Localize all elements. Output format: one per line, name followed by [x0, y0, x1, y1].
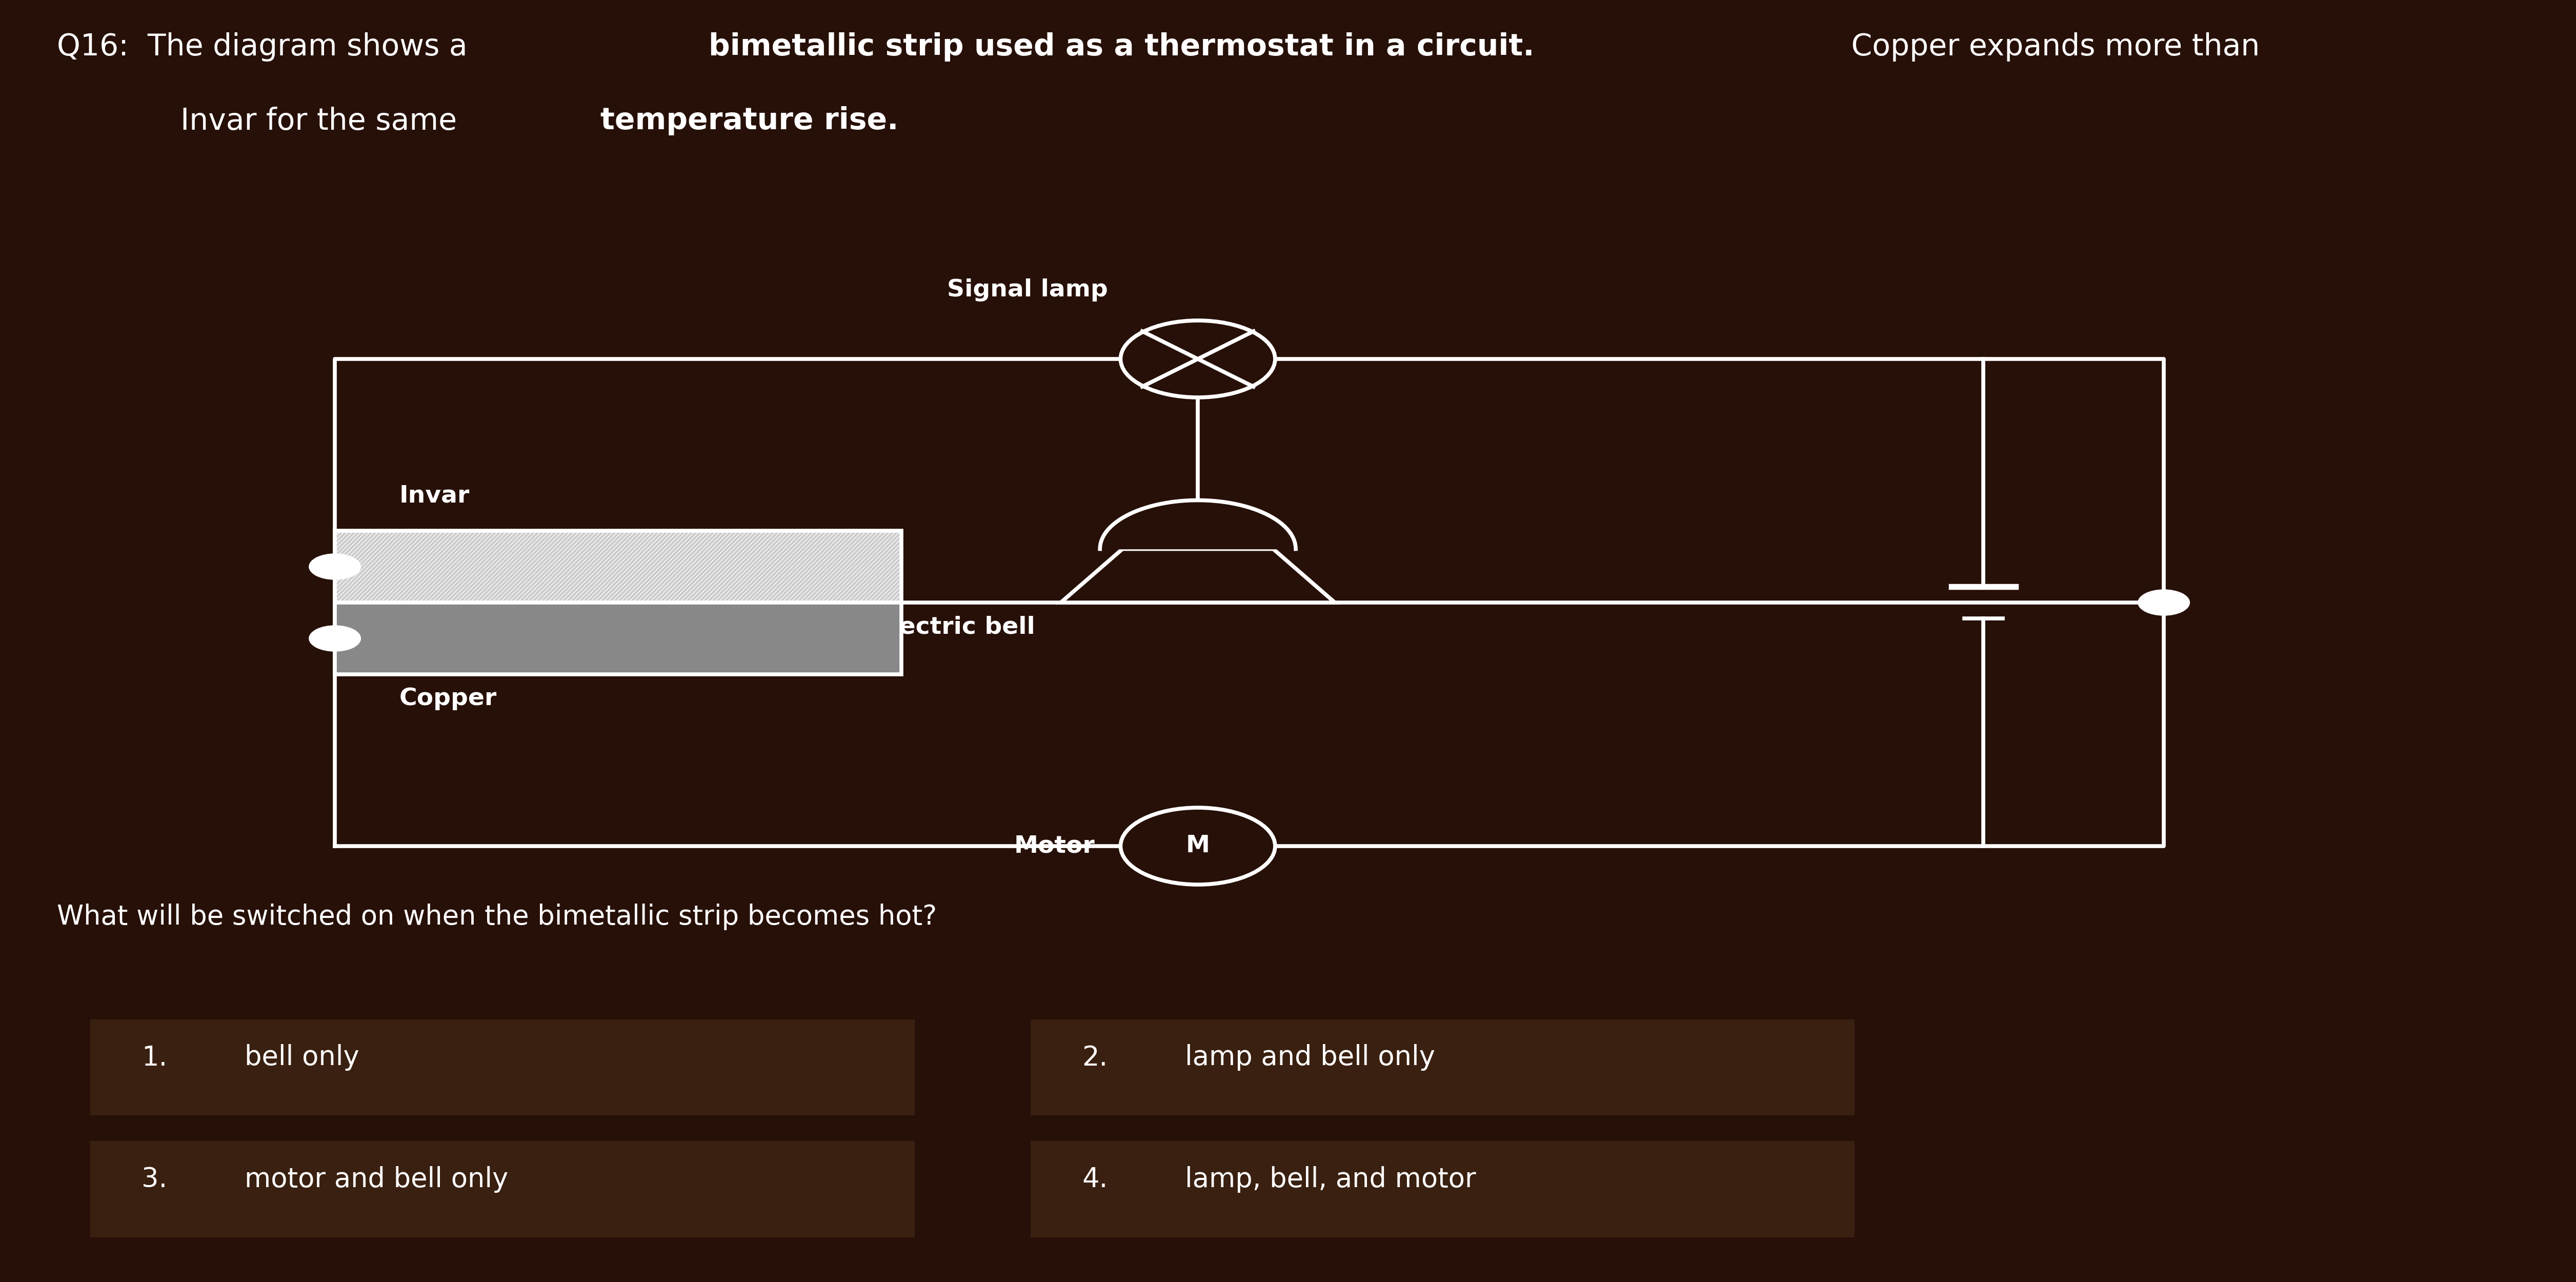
Text: lamp and bell only: lamp and bell only [1185, 1045, 1435, 1070]
Circle shape [309, 626, 361, 651]
Text: lamp, bell, and motor: lamp, bell, and motor [1185, 1167, 1476, 1192]
Text: 3.: 3. [142, 1167, 167, 1192]
Circle shape [2138, 590, 2190, 615]
Text: Copper: Copper [399, 687, 497, 710]
Bar [1030, 1141, 1855, 1237]
Circle shape [309, 554, 361, 579]
Bar [90, 1019, 914, 1115]
Circle shape [1121, 320, 1275, 397]
Text: Q16:  The diagram shows a: Q16: The diagram shows a [57, 32, 477, 62]
Text: Signal lamp: Signal lamp [948, 278, 1108, 301]
Text: bell only: bell only [245, 1045, 361, 1070]
Text: 1.: 1. [142, 1045, 167, 1070]
Circle shape [1121, 808, 1275, 885]
Text: bimetallic strip used as a thermostat in a circuit.: bimetallic strip used as a thermostat in… [708, 32, 1535, 62]
Polygon shape [335, 531, 902, 603]
Polygon shape [1061, 549, 1334, 603]
Text: 2.: 2. [1082, 1045, 1108, 1070]
Text: M: M [1185, 835, 1211, 858]
Bar [1030, 1019, 1855, 1115]
Text: motor and bell only: motor and bell only [245, 1167, 507, 1192]
Text: Invar for the same: Invar for the same [180, 106, 466, 136]
Text: Copper expands more than: Copper expands more than [1842, 32, 2259, 62]
Text: Electric bell: Electric bell [873, 615, 1036, 638]
Text: temperature rise.: temperature rise. [600, 106, 899, 136]
Text: Invar: Invar [399, 485, 469, 508]
Text: 4.: 4. [1082, 1167, 1108, 1192]
Text: Motor: Motor [1015, 835, 1095, 858]
Polygon shape [335, 603, 902, 674]
Polygon shape [1100, 500, 1296, 549]
Text: What will be switched on when the bimetallic strip becomes hot?: What will be switched on when the bimeta… [57, 904, 938, 931]
Bar [90, 1141, 914, 1237]
